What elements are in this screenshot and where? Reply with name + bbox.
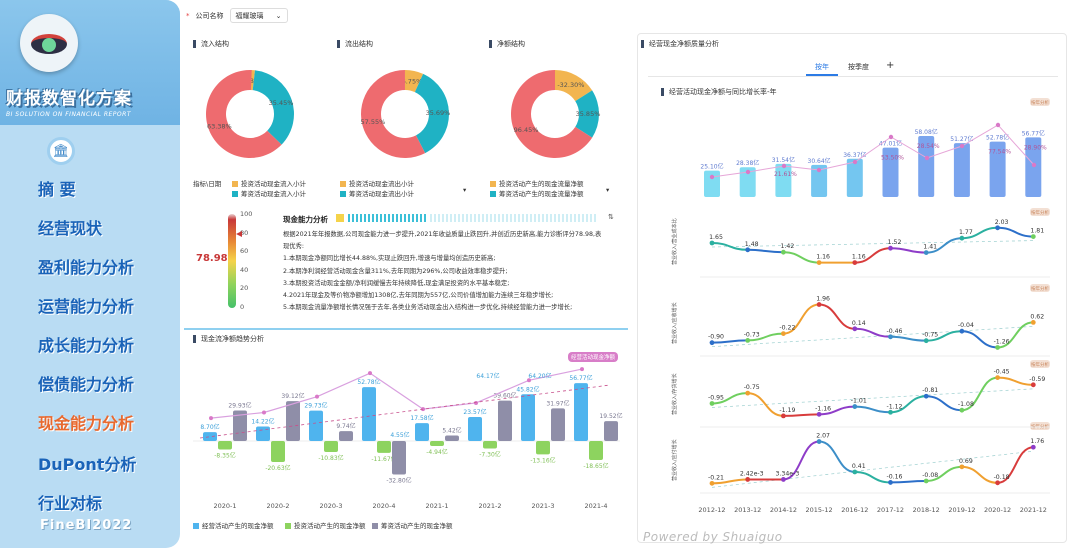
tab-quarter[interactable]: 按季度: [848, 63, 869, 71]
legend-net-financing: 筹资活动产生的现金流量净额: [490, 188, 584, 198]
trend-legend-operating: 经营活动产生的现金净额: [193, 520, 274, 530]
sidebar-title: 财报数智化方案: [6, 89, 132, 109]
donut-2-label-2: 96.45%: [514, 126, 539, 134]
donut-0-slice-2: [206, 70, 282, 158]
donut-1-label-2: 57.55%: [361, 118, 386, 126]
sidebar: 财报数智化方案 BI SOLUTION ON FINANCIAL REPORT …: [0, 0, 180, 548]
ability-badge-icon: [336, 214, 344, 222]
donut-1-slice-2: [361, 70, 426, 158]
nav-item-dupont[interactable]: DuPont分析: [38, 455, 137, 474]
trend-title: 现金流净额趋势分析: [193, 335, 264, 343]
outflow-title: 流出结构: [337, 40, 373, 48]
ability-title: 现金能力分析: [283, 215, 328, 224]
ability-progress-track: [430, 214, 596, 222]
powered-by: Powered by Shuaiguo: [643, 530, 783, 544]
nav-item-profitability[interactable]: 盈利能力分析: [38, 258, 135, 277]
nav-item-summary[interactable]: 摘 要: [38, 180, 76, 199]
ability-line-2: 1.本期现金净额同比增长44.88%,实现止跌回升,增速与增量均创造历史新高;: [283, 255, 496, 263]
score-gauge: [228, 214, 236, 308]
nav-item-cash[interactable]: 现金能力分析: [38, 414, 135, 433]
tab-year[interactable]: 按年: [815, 63, 829, 71]
gauge-tick-20: 20: [240, 284, 249, 293]
legend-net-investing: 投资活动产生的现金流量净额: [490, 178, 584, 188]
donut-0-slice-1: [252, 70, 295, 145]
donut-2-slice-0: [555, 70, 593, 102]
donut-0-slice-0: [250, 70, 255, 91]
score-value: 78.98: [196, 253, 228, 264]
tab-year-underline: [806, 74, 838, 76]
ability-line-4: 3.本期投资活动现金金额/净利润缓慢去年持续降低,现金满足投资的水平基本稳定;: [283, 279, 510, 287]
legend-inflow-investing: 投资活动现金流入小计: [232, 178, 306, 188]
index-date-label: 指标\日期: [193, 180, 222, 188]
gauge-tick-80: 80: [240, 228, 249, 237]
ability-progress-icon: [348, 214, 428, 222]
nav-item-growth[interactable]: 成长能力分析: [38, 336, 135, 355]
ability-line-5: 4.2021年现金及等价物净额增加1308亿,去年同期为557亿,公司价值增加能…: [283, 292, 554, 299]
donut-2-slice-2: [511, 70, 593, 158]
tab-add[interactable]: +: [886, 60, 895, 71]
donut-1-slice-1: [414, 73, 449, 154]
gauge-tick-100: 100: [240, 210, 253, 218]
filter-icon[interactable]: ⇅: [608, 213, 614, 221]
donut-1-slice-0: [405, 70, 424, 93]
gauge-tick-40: 40: [240, 265, 249, 274]
donut-0-label-1: 35.45%: [269, 99, 294, 107]
ability-line-0: 根据2021年年报数据,公司现金能力进一步提升,2021年收益质量止跌回升,并创…: [283, 231, 602, 238]
company-select[interactable]: 福耀玻璃 ⌄: [229, 8, 288, 23]
company-filter: * 公司名称 福耀玻璃 ⌄: [186, 8, 288, 23]
sidebar-subtitle: BI SOLUTION ON FINANCIAL REPORT: [6, 111, 131, 118]
company-select-value: 福耀玻璃: [235, 11, 264, 20]
company-filter-label: 公司名称: [195, 11, 224, 20]
legend-scroll-icon-2[interactable]: ▾: [606, 186, 610, 194]
bank-icon: 🏛: [47, 137, 75, 165]
trend-legend-financing: 筹资活动产生的现金净额: [372, 520, 453, 530]
legend-inflow-financing: 筹资活动现金流入小计: [232, 188, 306, 198]
donut-1-label-1: 35.69%: [426, 109, 451, 117]
sidebar-footer: FineBI2022: [40, 518, 133, 533]
ability-line-1: 现优秀:: [283, 243, 305, 251]
gauge-tick-0: 0: [240, 303, 245, 311]
gauge-tick-60: 60: [240, 247, 249, 256]
ability-line-3: 2.本期净利润经营活动现金含量311%,去年同期为296%,公司收益效率稳步提升…: [283, 267, 508, 275]
nav-item-operation[interactable]: 运营能力分析: [38, 297, 135, 316]
nav-item-operating-status[interactable]: 经营现状: [38, 219, 103, 238]
legend-scroll-icon[interactable]: ▾: [463, 186, 467, 194]
donut-2-slice-1: [575, 90, 599, 138]
quality-subtitle: 经营活动现金净额与同比增长率-年: [661, 88, 777, 96]
gauge-pointer: [236, 230, 242, 237]
legend-outflow-financing: 筹资活动现金流出小计: [340, 188, 414, 198]
ability-line-6: 5.本期现金流量净额增长情况强于去年,各类业务活动现金出入结构进一步优化,持续经…: [283, 304, 573, 312]
nav-item-benchmark[interactable]: 行业对标: [38, 494, 103, 513]
inflow-title: 流入结构: [193, 40, 229, 48]
donut-0-label-2: 63.38%: [207, 122, 232, 130]
legend-outflow-investing: 投资活动现金流出小计: [340, 178, 414, 188]
trend-legend-investing: 投资活动产生的现金净额: [285, 520, 366, 530]
trend-badge[interactable]: 经营活动现金净额: [568, 352, 619, 362]
quality-panel: [637, 33, 1067, 543]
donut-2-label-1: 35.85%: [576, 110, 601, 118]
nav-item-solvency[interactable]: 偿债能力分析: [38, 375, 135, 394]
chevron-down-icon: ⌄: [275, 11, 282, 20]
donut-0-label-0: 1.8%: [244, 77, 261, 85]
trend-panel: [184, 328, 628, 543]
net-title: 净额结构: [489, 40, 525, 48]
eye-logo-icon: [20, 14, 78, 72]
donut-2-label-0: -32.30%: [557, 81, 584, 89]
quality-title: 经营现金净额质量分析: [641, 40, 719, 48]
donut-1-label-0: 6.75%: [402, 78, 423, 86]
